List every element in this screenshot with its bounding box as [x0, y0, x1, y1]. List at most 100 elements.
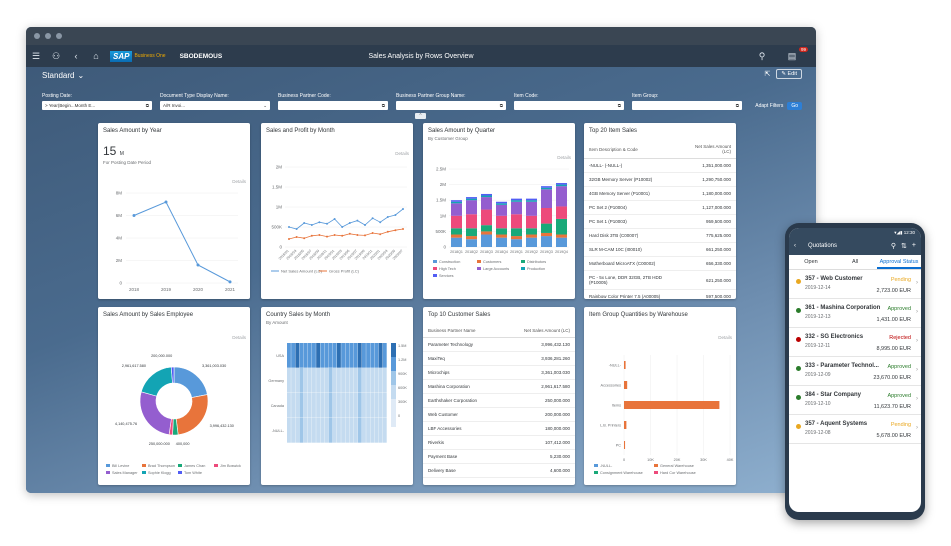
list-item[interactable]: 361 - Mashina Corporation 2019-12-13 Appro…: [789, 299, 921, 328]
table-row[interactable]: Microchips 3,361,003.030: [423, 365, 575, 380]
card-sales-profit-month[interactable]: Sales and Profit by Month Details 2M 1.5M…: [261, 123, 413, 299]
desktop-window: ☰ ⚇ ‹ ⌂ SAP Business One SBODEMOUS Sales…: [26, 27, 816, 493]
heatmap-cell: [287, 393, 291, 418]
sales-employee-chart[interactable]: 3,361,003.030 3,996,432.130 400,000 250,000…: [98, 335, 250, 485]
cell-amount: 4,600.000: [500, 463, 575, 478]
chevron-down-icon[interactable]: ⌄: [263, 102, 267, 108]
table-row[interactable]: Riverkis 107,412.000: [423, 435, 575, 450]
edit-button[interactable]: ✎ Edit: [776, 69, 802, 79]
go-button[interactable]: Go: [787, 102, 802, 110]
item-group-input[interactable]: ⧉: [632, 101, 742, 110]
table-row[interactable]: Earthshaker Corporation 250,000.000: [423, 393, 575, 408]
list-item[interactable]: 357 - Aquent Systems 2019-12-08 Pending 5,6…: [789, 415, 921, 444]
card-country-sales[interactable]: Country Sales by Month By Amount USA Germ…: [261, 307, 413, 485]
column-header[interactable]: Net Sales Amount (LC): [681, 140, 736, 159]
value-help-icon[interactable]: ⧉: [381, 103, 385, 108]
cell-name: Delivery Base: [423, 463, 501, 478]
card-title: Sales Amount by Sales Employee: [103, 312, 194, 318]
document-type-select[interactable]: A/R Invoi... ⌄: [160, 101, 270, 110]
sap-logo[interactable]: SAP: [110, 50, 133, 62]
notifications-icon[interactable]: ▤ 99: [787, 46, 808, 61]
search-icon[interactable]: ⚲: [890, 243, 897, 250]
table-row[interactable]: PC Set 2 (P10004) 1,127,000.000: [584, 200, 736, 215]
window-dot[interactable]: [56, 33, 62, 39]
heatmap-cell: [378, 418, 383, 443]
sales-by-year-chart[interactable]: 8M 6M 4M 2M 0 2018 2019 2020 2021: [98, 179, 250, 299]
stacked-bar-segment: [541, 208, 552, 224]
bp-group-input[interactable]: ⧉: [396, 101, 506, 110]
list-item[interactable]: 332 - SG Electronics 2019-12-11 Rejected 8,…: [789, 328, 921, 357]
card-sales-by-quarter[interactable]: Sales Amount by Quarter By Customer Grou…: [423, 123, 575, 299]
stacked-bar-segment: [511, 236, 522, 240]
bp-code-input[interactable]: ⧉: [278, 101, 388, 110]
card-sales-employee[interactable]: Sales Amount by Sales Employee Details 3…: [98, 307, 250, 485]
stacked-bar-segment: [556, 184, 567, 187]
table-row[interactable]: Parameter Technology 3,996,432.130: [423, 337, 575, 352]
table-row[interactable]: 32GB Memory Server (P10002) 1,290,750.000: [584, 172, 736, 187]
table-row[interactable]: PC Set 1 (P10003) 959,500.000: [584, 214, 736, 229]
stacked-bar-segment: [526, 215, 537, 229]
warehouse-chart[interactable]: 0 10K 20K 30K 40K -NULL- Accessories Items L.B. …: [584, 335, 736, 485]
value-help-icon[interactable]: ⧉: [617, 103, 621, 108]
table-row[interactable]: 4GB Memory Server (P10001) 1,180,000.000: [584, 186, 736, 201]
posting-date-input[interactable]: > Year(Begin...Month E... ⧉: [42, 101, 152, 110]
adapt-filters-link[interactable]: Adapt Filters: [755, 103, 784, 109]
sort-icon[interactable]: ⇅: [901, 243, 907, 250]
sales-profit-chart[interactable]: 2M 1.5M 1M 500K 0 Net Sales Amount (LC) Gross …: [261, 149, 413, 299]
table-row[interactable]: SLR M-CAM 10C (I00010) 661,250.000: [584, 242, 736, 257]
variant-selector[interactable]: Standard ⌄: [42, 71, 84, 80]
list-item[interactable]: 384 - Star Company 2019-12-10 Approved 11,6…: [789, 386, 921, 415]
card-top-customers[interactable]: Top 10 Customer Sales Business Partner N…: [423, 307, 575, 485]
heatmap-cell: [337, 393, 341, 418]
home-icon[interactable]: ⌂: [93, 51, 99, 61]
country-sales-heatmap[interactable]: USA Germany Canada -NULL- 1.5M 1.2M 900K 600K 30…: [261, 333, 413, 483]
window-dot[interactable]: [45, 33, 51, 39]
legend-swatch: [654, 471, 658, 474]
value-help-icon[interactable]: ⧉: [735, 103, 739, 108]
add-icon[interactable]: +: [911, 242, 916, 249]
card-sales-by-year[interactable]: Sales Amount by Year 15 M For Posting Da…: [98, 123, 250, 299]
window-dot[interactable]: [34, 33, 40, 39]
column-header[interactable]: Net Sales Amount (LC): [500, 324, 575, 338]
item-code-input[interactable]: ⧉: [514, 101, 624, 110]
data-label: 400,000: [176, 442, 190, 446]
table-row[interactable]: Mashina Corporation 2,961,617.580: [423, 379, 575, 394]
heatmap-cell: [316, 368, 321, 393]
legend-label: Net Sales Amount (LC): [281, 269, 323, 274]
back-icon[interactable]: ‹: [74, 51, 78, 61]
search-icon[interactable]: ⚲: [758, 50, 766, 61]
table-row[interactable]: Web Customer 200,000.000: [423, 407, 575, 422]
value-help-icon[interactable]: ⧉: [499, 103, 503, 108]
user-icon[interactable]: ⚇: [51, 50, 61, 61]
table-row[interactable]: LBF Accessories 180,000.000: [423, 421, 575, 436]
table-row[interactable]: Motherboard MicroATX (C00002) 656,330.000: [584, 256, 736, 271]
card-top-items[interactable]: Top 20 Item Sales Item Description & Cod…: [584, 123, 736, 299]
tab-all[interactable]: All: [851, 259, 859, 265]
list-item[interactable]: 357 - Web Customer 2019-12-14 Pending 2,723…: [789, 270, 921, 299]
value-help-icon[interactable]: ⧉: [145, 103, 149, 108]
share-icon[interactable]: ⇱: [764, 71, 771, 78]
card-warehouse[interactable]: Item Group Quantities by Warehouse Detai…: [584, 307, 736, 485]
collapse-header-button[interactable]: ⌃: [415, 113, 426, 119]
tab-open[interactable]: Open: [804, 259, 818, 265]
column-header[interactable]: Business Partner Name: [423, 324, 501, 338]
table-row[interactable]: Delivery Base 4,600.000: [423, 463, 575, 478]
table-row[interactable]: PC - 5x Lone, DDR 32GB, 2TB HDD (P10005)…: [584, 270, 736, 290]
menu-icon[interactable]: ☰: [31, 50, 41, 61]
y-tick-label: 0: [443, 245, 446, 250]
table-row[interactable]: Rainbow Color Printer 7.5 (A00005) 597,50…: [584, 289, 736, 299]
table-row[interactable]: Payment Base 5,230.000: [423, 449, 575, 464]
status-dot: [796, 279, 801, 284]
table-row[interactable]: MaxiTeq 3,936,281.260: [423, 351, 575, 366]
cell-amount: 775,625.000: [681, 228, 736, 243]
table-row[interactable]: Hard Disk 3TB (C00007) 775,625.000: [584, 228, 736, 243]
table-row[interactable]: -NULL- (-NULL-) 1,351,000.000: [584, 158, 736, 173]
stacked-bar-segment: [556, 237, 567, 247]
sales-by-quarter-chart[interactable]: 2.5M 2M 1.5M 1M 500K 0 2018Q1 2018Q2 2018Q3 2018Q…: [423, 159, 575, 299]
column-header[interactable]: Item Description & Code: [584, 140, 682, 159]
series-line: [133, 201, 231, 283]
list-item[interactable]: 333 - Parameter Technol... 2019-12-09 Appr…: [789, 357, 921, 386]
tab-approval-status[interactable]: Approval Status: [877, 255, 921, 269]
back-icon[interactable]: ‹: [794, 243, 796, 249]
kpi-number: 15: [103, 144, 117, 158]
